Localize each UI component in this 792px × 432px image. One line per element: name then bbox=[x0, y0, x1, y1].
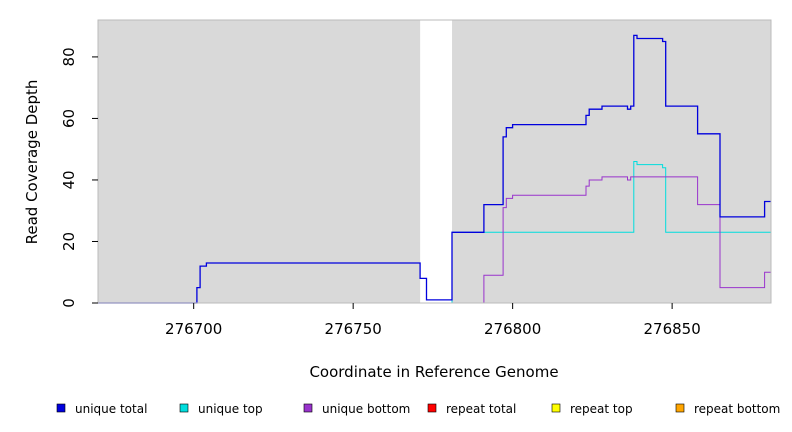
x-axis: 276700 276750 276800 276850 bbox=[165, 303, 701, 338]
x-tick-label-276800: 276800 bbox=[484, 320, 541, 338]
x-tick-label-276850: 276850 bbox=[643, 320, 700, 338]
shaded-region-1 bbox=[98, 20, 421, 303]
y-tick-label-20: 20 bbox=[60, 232, 78, 251]
y-tick-label-0: 0 bbox=[60, 298, 78, 308]
shaded-regions bbox=[98, 20, 771, 303]
legend-swatch-repeat-bottom bbox=[675, 403, 685, 413]
y-axis: 0 20 40 60 80 bbox=[60, 47, 98, 308]
legend-swatch-unique-top bbox=[179, 403, 189, 413]
legend-swatch-repeat-total bbox=[427, 403, 437, 413]
y-axis-title: Read Coverage Depth bbox=[23, 80, 41, 245]
shaded-region-2 bbox=[452, 20, 771, 303]
plot-frame bbox=[97, 19, 772, 304]
legend-label-repeat-total: repeat total bbox=[446, 402, 516, 416]
legend-swatch-repeat-top bbox=[551, 403, 561, 413]
y-tick-label-60: 60 bbox=[60, 109, 78, 128]
legend-label-repeat-top: repeat top bbox=[570, 402, 633, 416]
y-tick-label-40: 40 bbox=[60, 170, 78, 189]
y-tick-label-80: 80 bbox=[60, 47, 78, 66]
legend-label-unique-top: unique top bbox=[198, 402, 263, 416]
legend-label-repeat-bottom: repeat bottom bbox=[694, 402, 780, 416]
legend-swatch-unique-total bbox=[56, 403, 66, 413]
legend-label-unique-total: unique total bbox=[75, 402, 147, 416]
series-line-unique-total bbox=[98, 34, 771, 304]
legend: unique total unique top unique bottom repea… bbox=[56, 402, 780, 416]
x-tick-label-276750: 276750 bbox=[325, 320, 382, 338]
x-axis-title: Coordinate in Reference Genome bbox=[309, 363, 558, 381]
x-tick-label-276700: 276700 bbox=[165, 320, 222, 338]
series-line-unique-bottom bbox=[98, 176, 771, 304]
legend-label-unique-bottom: unique bottom bbox=[322, 402, 410, 416]
legend-swatch-unique-bottom bbox=[303, 403, 313, 413]
